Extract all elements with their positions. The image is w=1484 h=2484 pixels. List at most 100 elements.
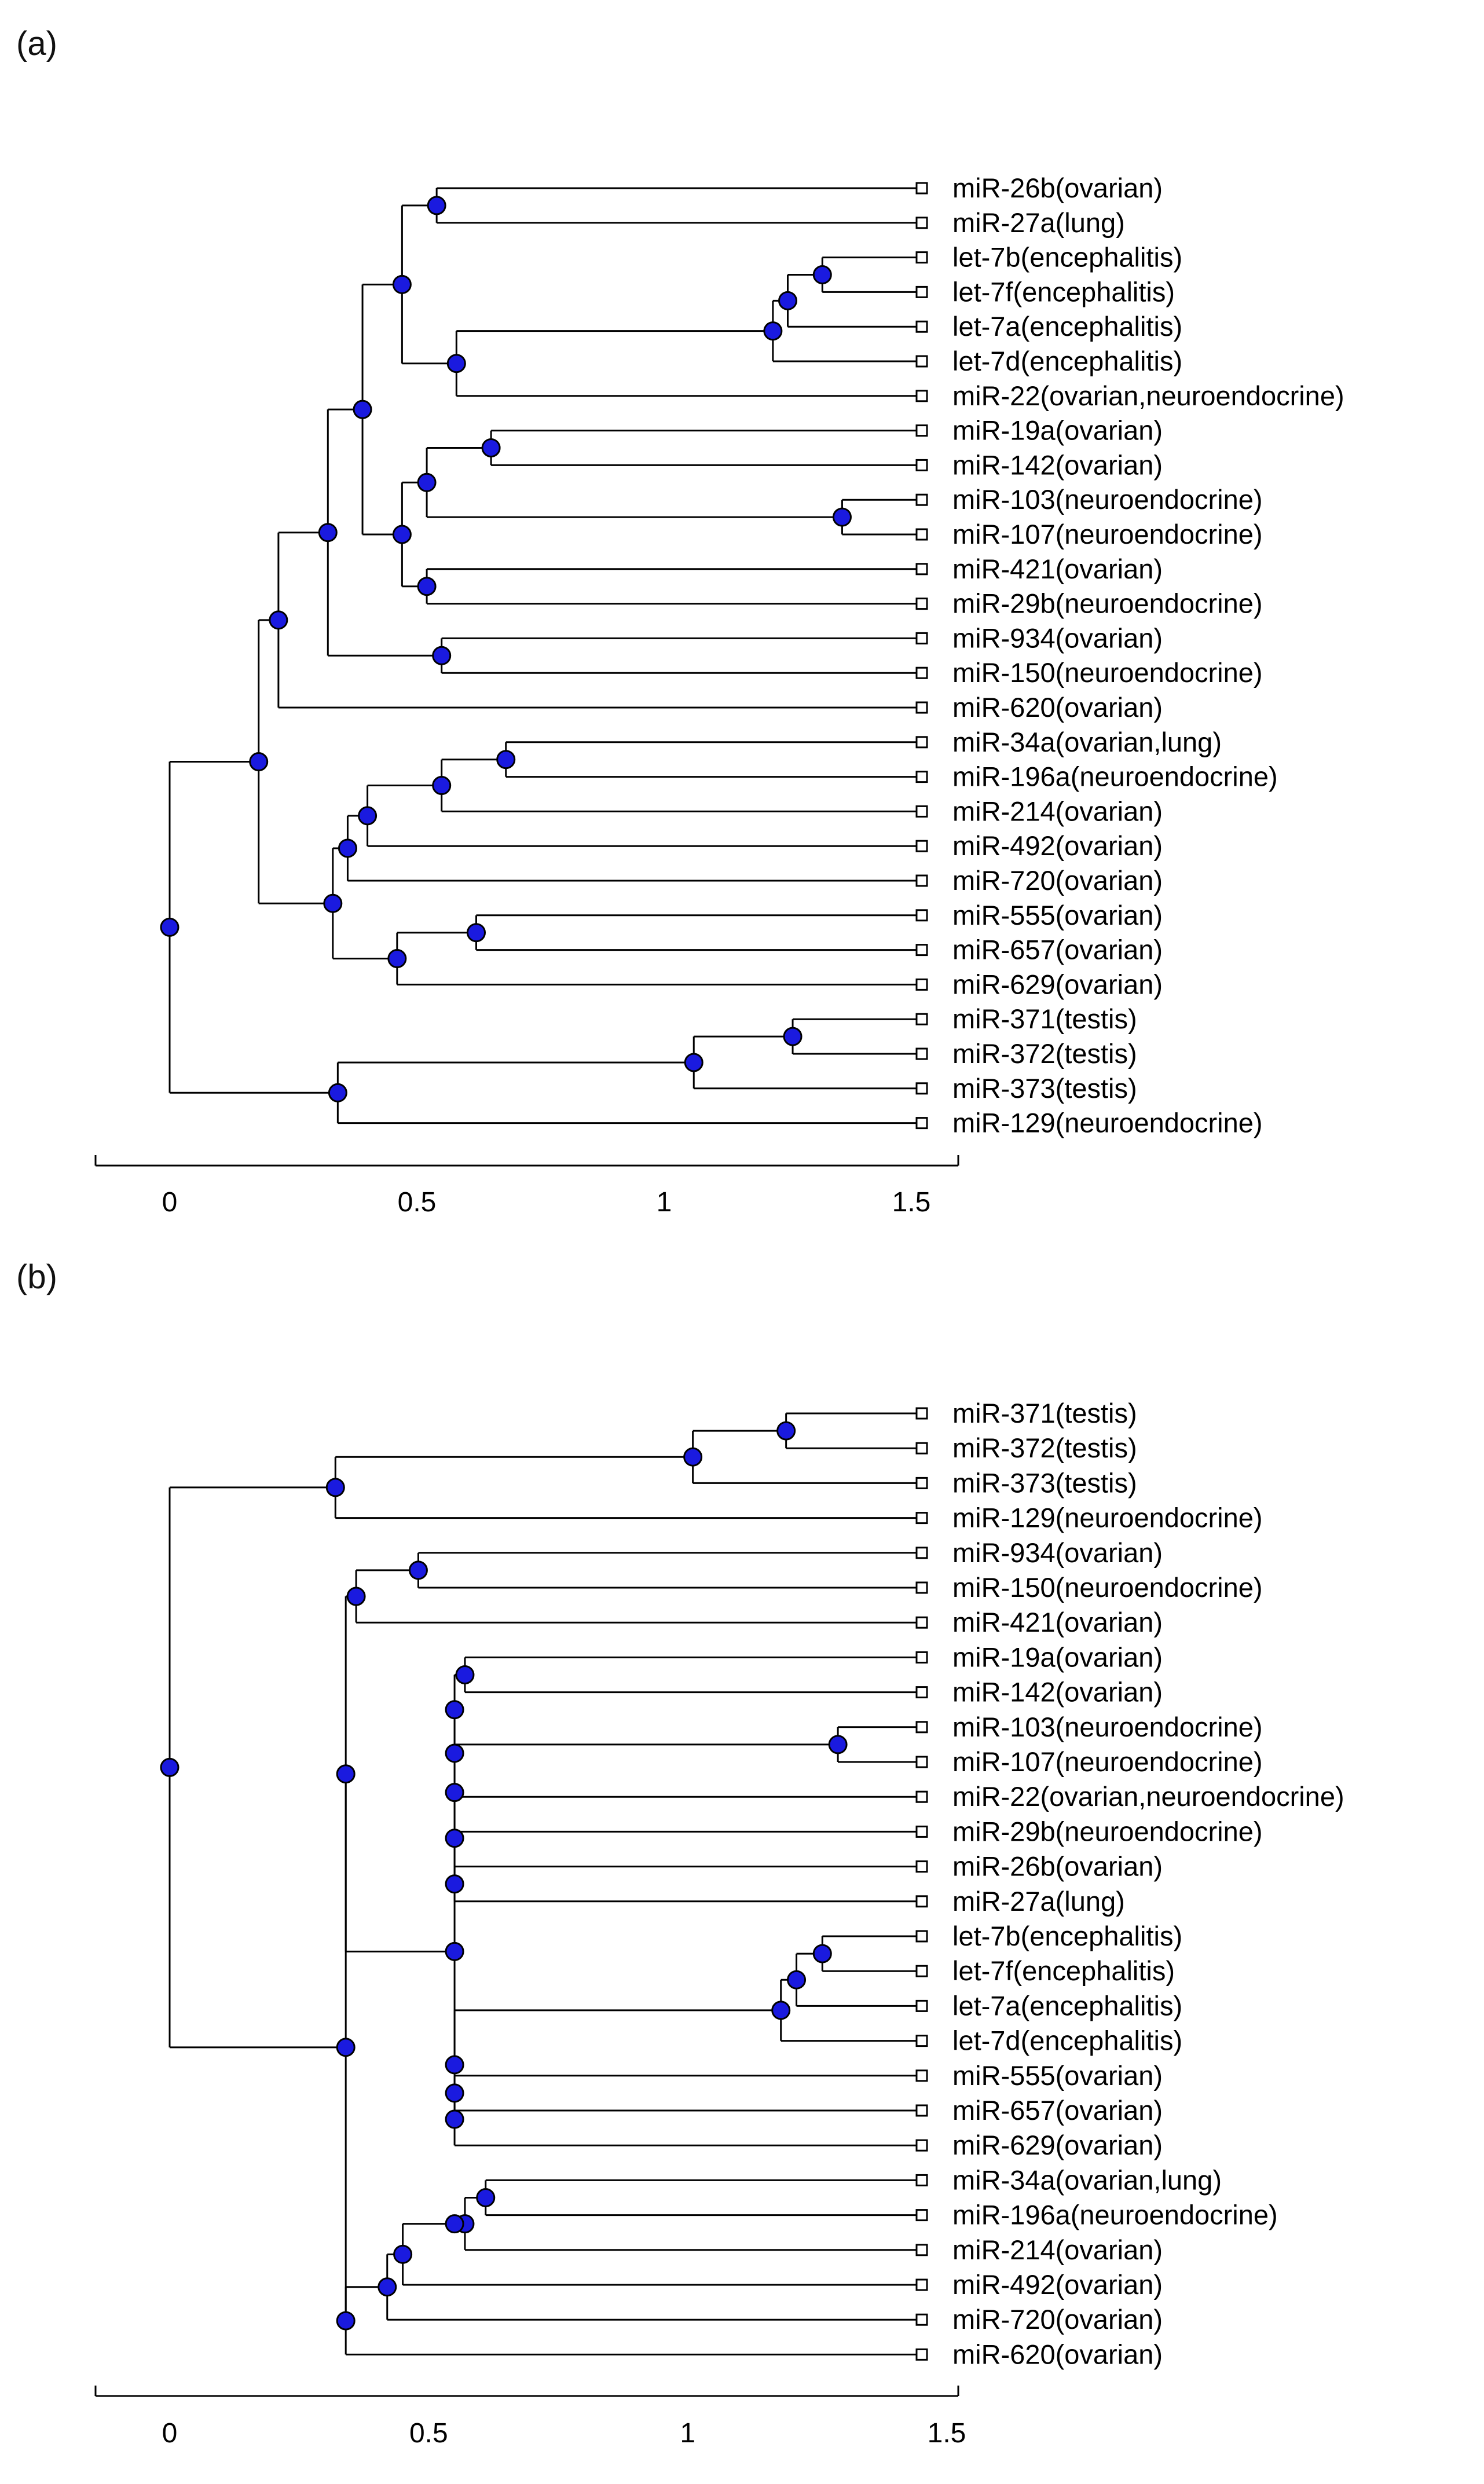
leaf-label: miR-934(ovarian): [952, 1537, 1163, 1568]
tree-node-marker: [763, 321, 783, 341]
tree-node-marker: [417, 577, 437, 596]
tree-node-marker: [683, 1447, 703, 1467]
leaf-marker: [915, 320, 928, 333]
x-tick-label: 0.5: [409, 2418, 448, 2449]
leaf-marker: [915, 1117, 928, 1130]
tree-node-marker: [476, 2188, 496, 2207]
tree-node-marker: [323, 893, 343, 913]
tree-node-marker: [417, 472, 437, 492]
leaf-marker: [915, 1790, 928, 1803]
leaf-label: miR-27a(lung): [952, 207, 1125, 238]
tree-node-marker: [328, 1083, 347, 1102]
leaf-marker: [915, 424, 928, 437]
leaf-label: miR-555(ovarian): [952, 900, 1163, 930]
leaf-label: miR-34a(ovarian,lung): [952, 727, 1222, 757]
tree-node-marker: [160, 1757, 179, 1777]
tree-node-marker: [427, 196, 446, 215]
leaf-marker: [915, 1686, 928, 1699]
leaf-marker: [915, 355, 928, 368]
leaf-marker: [915, 182, 928, 195]
tree-node-marker: [432, 646, 452, 665]
leaf-label: miR-150(neuroendocrine): [952, 657, 1263, 688]
leaf-marker: [915, 251, 928, 264]
panel-a-tree: [160, 187, 917, 1124]
tree-node-marker: [496, 750, 516, 770]
tree-node-marker: [353, 400, 372, 419]
leaf-label: miR-373(testis): [952, 1073, 1137, 1104]
leaf-label: miR-720(ovarian): [952, 2304, 1163, 2335]
tree-node-marker: [466, 923, 486, 943]
leaf-marker: [915, 563, 928, 576]
leaf-label: miR-629(ovarian): [952, 2130, 1163, 2160]
leaf-marker: [915, 805, 928, 818]
leaf-label: miR-214(ovarian): [952, 796, 1163, 826]
leaf-label: miR-19a(ovarian): [952, 1642, 1163, 1672]
leaf-marker: [915, 1442, 928, 1455]
leaf-label: miR-103(neuroendocrine): [952, 1712, 1263, 1742]
leaf-marker: [915, 2139, 928, 2152]
tree-node-marker: [338, 838, 357, 858]
leaf-marker: [915, 459, 928, 471]
tree-node-marker: [392, 274, 412, 294]
tree-node-marker: [445, 2055, 464, 2075]
panel-b-axis: 0 0.5 1 1.5: [94, 2386, 966, 2449]
panel-a-leaves: miR-26b(ovarian) miR-27a(lung) let-7b(ence…: [915, 173, 1344, 1138]
leaf-marker: [915, 1616, 928, 1629]
x-tick-label: 0.5: [398, 1187, 437, 1218]
leaf-label: miR-372(testis): [952, 1038, 1137, 1069]
leaf-marker: [915, 1721, 928, 1734]
leaf-label: miR-657(ovarian): [952, 935, 1163, 965]
tree-node-marker: [393, 2244, 413, 2264]
leaf-label: let-7d(encephalitis): [952, 2025, 1182, 2056]
leaf-label: miR-103(neuroendocrine): [952, 484, 1263, 515]
leaf-label: let-7a(encephalitis): [952, 311, 1182, 342]
leaf-marker: [915, 1965, 928, 1977]
leaf-marker: [915, 390, 928, 402]
leaf-label: miR-26b(ovarian): [952, 173, 1163, 203]
leaf-label: let-7d(encephalitis): [952, 346, 1182, 376]
tree-node-marker: [336, 1764, 356, 1784]
tree-node-marker: [392, 525, 412, 544]
leaf-label: miR-107(neuroendocrine): [952, 519, 1263, 549]
leaf-marker: [915, 909, 928, 922]
tree-node-marker: [446, 354, 466, 373]
leaf-marker: [915, 874, 928, 887]
tree-node-marker: [358, 806, 378, 826]
leaf-label: miR-19a(ovarian): [952, 415, 1163, 446]
leaf-marker: [915, 1407, 928, 1420]
leaf-marker: [915, 493, 928, 506]
x-tick-label: 1.5: [928, 2418, 966, 2449]
tree-node-marker: [812, 265, 832, 284]
tree-node-marker: [445, 1743, 464, 1763]
leaf-marker: [915, 840, 928, 852]
leaf-marker: [915, 217, 928, 229]
leaf-marker: [915, 2209, 928, 2222]
leaf-label: miR-196a(neuroendocrine): [952, 2200, 1278, 2230]
leaf-marker: [915, 2035, 928, 2047]
leaf-label: miR-22(ovarian,neuroendocrine): [952, 1781, 1344, 1812]
panel-a: (a) miR-26b(ovarian) miR-27a(lung) let-7b(…: [16, 25, 1344, 1218]
leaf-label: let-7f(encephalitis): [952, 1955, 1175, 1986]
leaf-label: miR-129(neuroendocrine): [952, 1108, 1263, 1138]
x-tick-label: 0: [162, 2418, 178, 2449]
tree-node-marker: [160, 917, 179, 937]
leaf-label: let-7b(encephalitis): [952, 1921, 1182, 1951]
leaf-label: miR-129(neuroendocrine): [952, 1503, 1263, 1533]
leaf-marker: [915, 1895, 928, 1908]
leaf-label: miR-27a(lung): [952, 1886, 1125, 1917]
leaf-marker: [915, 528, 928, 541]
leaf-label: miR-421(ovarian): [952, 554, 1163, 584]
leaf-label: miR-492(ovarian): [952, 2269, 1163, 2300]
leaf-label: miR-555(ovarian): [952, 2060, 1163, 2091]
tree-node-marker: [445, 2109, 464, 2129]
tree-node-marker: [269, 610, 288, 630]
tree-node-marker: [445, 1941, 464, 1961]
leaf-marker: [915, 1860, 928, 1873]
tree-node-marker: [378, 2277, 397, 2297]
leaf-marker: [915, 1547, 928, 1559]
x-tick-label: 0: [162, 1187, 178, 1218]
leaf-marker: [915, 2069, 928, 2082]
tree-node-marker: [787, 1970, 807, 1990]
leaf-label: miR-196a(neuroendocrine): [952, 761, 1278, 792]
